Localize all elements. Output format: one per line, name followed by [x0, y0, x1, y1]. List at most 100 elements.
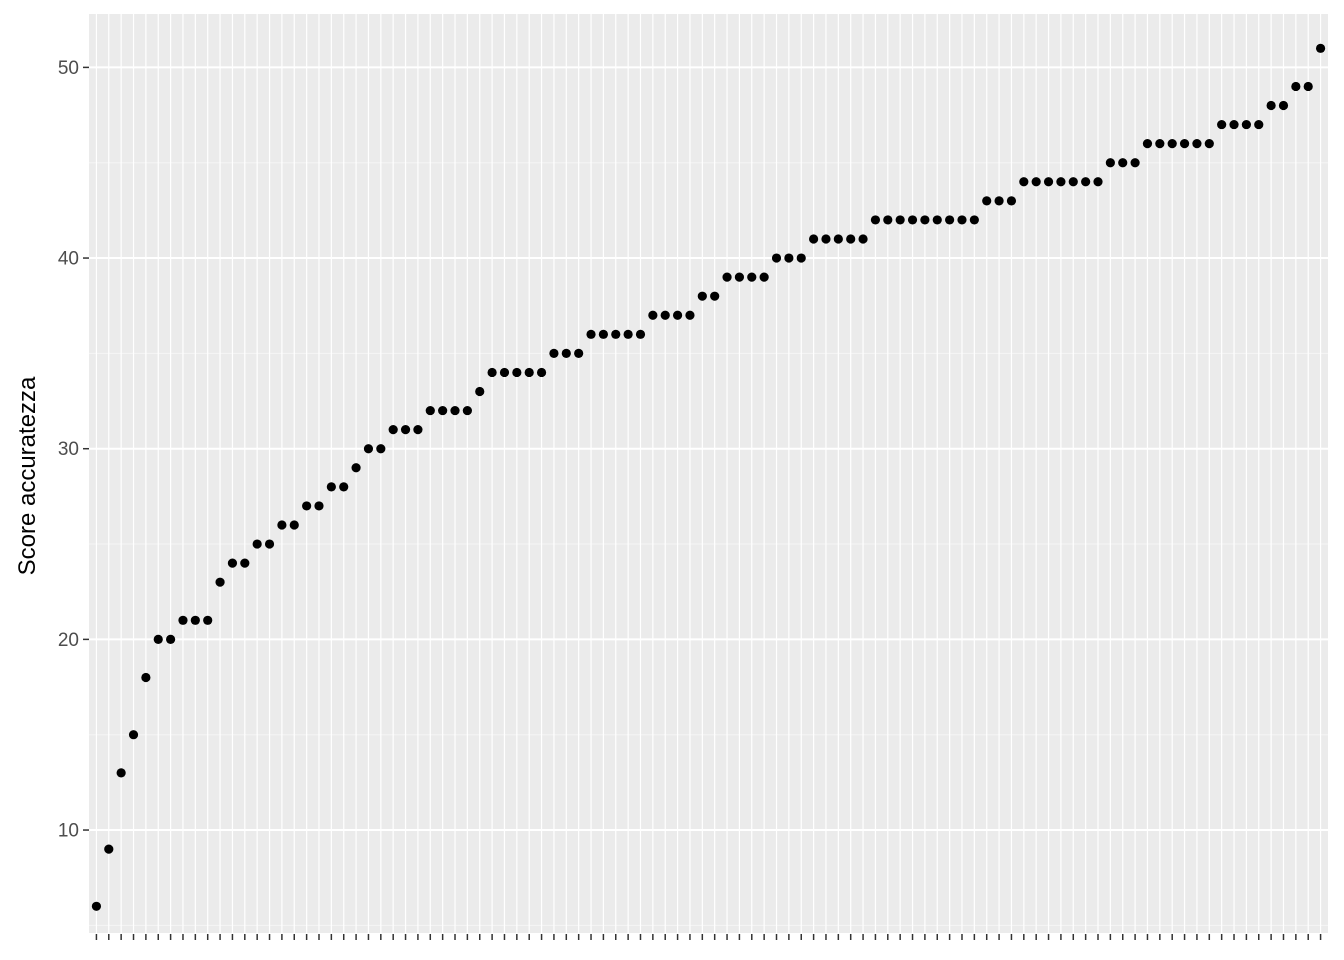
data-point	[1254, 119, 1264, 130]
data-point	[1155, 139, 1165, 149]
data-point	[982, 196, 992, 206]
y-tick-label: 30	[58, 439, 79, 460]
y-tick-label: 50	[58, 58, 79, 79]
data-point	[499, 367, 510, 378]
data-point	[1179, 139, 1190, 149]
data-point	[116, 768, 126, 778]
data-point	[264, 539, 275, 549]
data-point	[277, 520, 287, 530]
data-point	[178, 615, 188, 625]
data-point	[302, 501, 312, 511]
data-point	[351, 463, 361, 473]
data-point	[858, 234, 868, 244]
data-point	[240, 558, 250, 568]
y-axis-ticks: 10 20 30 40 50	[58, 58, 89, 842]
y-tick-label: 20	[58, 630, 79, 651]
data-point	[945, 215, 955, 225]
data-point	[1142, 139, 1153, 149]
data-point	[598, 329, 608, 339]
y-axis-label: Score accuratezza	[14, 376, 41, 575]
x-axis-ticks	[95, 934, 1322, 940]
data-point	[846, 234, 856, 244]
data-point	[190, 615, 200, 625]
data-point	[1229, 119, 1239, 130]
y-tick-label: 10	[58, 821, 79, 842]
data-point	[289, 520, 299, 530]
data-point	[722, 272, 732, 282]
data-point	[1019, 177, 1029, 187]
major-gridlines	[89, 14, 1328, 933]
data-point	[1241, 119, 1251, 130]
data-point	[1081, 177, 1091, 187]
data-point	[685, 310, 695, 320]
data-point	[252, 539, 262, 549]
data-point	[128, 730, 139, 740]
data-point	[969, 215, 979, 225]
data-point	[623, 329, 633, 339]
data-point	[339, 482, 349, 492]
data-point	[1291, 81, 1301, 92]
data-point	[796, 253, 806, 263]
data-point	[425, 405, 435, 416]
plot-panel	[89, 14, 1328, 933]
data-point	[1056, 177, 1066, 187]
y-tick-label: 40	[58, 249, 79, 270]
data-point	[784, 253, 794, 263]
data-point	[586, 329, 596, 339]
data-point	[438, 405, 448, 416]
data-point	[1031, 177, 1041, 187]
data-point	[203, 615, 213, 625]
data-point	[920, 215, 930, 225]
data-point	[957, 215, 967, 225]
data-point	[91, 901, 102, 911]
data-point	[1315, 43, 1326, 53]
data-point	[821, 234, 831, 244]
data-point	[747, 272, 757, 282]
data-point	[561, 348, 571, 358]
data-points	[91, 43, 1326, 911]
data-point	[326, 482, 336, 492]
data-point	[450, 405, 460, 416]
data-point	[574, 348, 584, 358]
data-point	[1105, 158, 1115, 168]
data-point	[400, 425, 411, 435]
data-point	[166, 634, 176, 644]
data-point	[870, 215, 881, 225]
data-point	[833, 234, 843, 244]
minor-gridlines	[89, 162, 1328, 926]
data-point	[363, 444, 374, 454]
data-point	[710, 291, 720, 301]
data-point	[648, 310, 658, 320]
data-point	[734, 272, 745, 282]
data-point	[227, 558, 238, 568]
data-point	[141, 672, 151, 683]
data-point	[907, 215, 918, 225]
data-point	[672, 310, 683, 320]
data-point	[1167, 139, 1177, 149]
data-point	[314, 501, 324, 511]
data-point	[1130, 158, 1140, 168]
data-point	[759, 272, 769, 282]
data-point	[487, 367, 497, 378]
data-point	[1266, 100, 1276, 111]
data-point	[475, 386, 485, 397]
data-point	[215, 577, 225, 587]
data-point	[1093, 177, 1103, 187]
data-point	[1278, 100, 1289, 111]
data-point	[153, 634, 163, 644]
data-point	[932, 215, 942, 225]
data-point	[809, 234, 819, 244]
data-point	[1217, 119, 1227, 130]
data-point	[1204, 139, 1214, 149]
data-point	[1043, 177, 1054, 187]
data-point	[635, 329, 646, 339]
data-point	[883, 215, 893, 225]
data-point	[1192, 139, 1202, 149]
data-point	[895, 215, 905, 225]
data-point	[512, 367, 522, 378]
data-point	[1118, 158, 1128, 168]
data-point	[611, 329, 621, 339]
data-point	[697, 291, 707, 301]
data-point	[549, 348, 559, 358]
